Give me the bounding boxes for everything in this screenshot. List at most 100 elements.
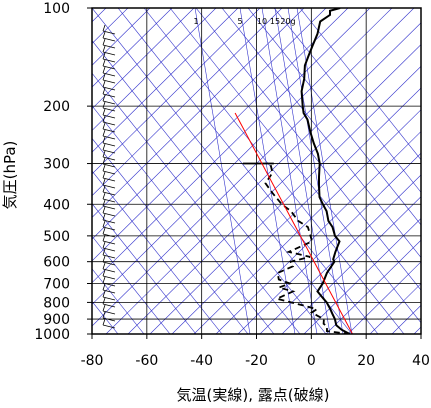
wind-barb-shaft — [102, 226, 116, 231]
wind-barb — [102, 157, 116, 168]
wind-barb-flag — [102, 185, 106, 193]
wind-barb — [102, 87, 116, 98]
isotherm-line — [92, 8, 371, 284]
wind-barb — [102, 311, 116, 322]
wind-barb — [102, 276, 116, 287]
wind-barb — [102, 129, 116, 140]
wind-barb-flag — [102, 73, 106, 81]
wind-barb-shaft — [102, 142, 116, 147]
wind-barb-flag — [102, 52, 106, 60]
wind-barb-flag — [102, 178, 106, 186]
x-tick-label: -80 — [81, 353, 104, 369]
x-tick-label: 0 — [307, 353, 316, 369]
y-tick-label: 300 — [43, 157, 70, 173]
wind-barb-shaft — [102, 219, 116, 224]
wind-barb-shaft — [102, 254, 116, 259]
wind-barb-flag — [102, 101, 106, 109]
wind-barb-shaft — [102, 310, 116, 315]
wind-barb-shaft — [102, 177, 116, 182]
dry-adiabat-line — [299, 8, 421, 161]
wind-barb — [102, 248, 116, 259]
wind-barb — [102, 24, 116, 35]
wind-barb — [102, 73, 116, 84]
wind-barb-shaft — [102, 191, 116, 196]
wind-barb-flag — [102, 234, 106, 242]
x-tick-label: -60 — [135, 353, 158, 369]
dry-adiabat-line — [92, 105, 275, 334]
wind-barb-shaft — [102, 100, 116, 105]
wind-barb-flag — [102, 297, 106, 305]
wind-barb-shaft — [102, 79, 116, 84]
wind-barb-flag — [102, 255, 106, 263]
wind-barb — [102, 185, 116, 196]
wind-barb — [102, 94, 116, 105]
wind-barb — [102, 171, 116, 182]
wind-barb-shaft — [102, 107, 116, 112]
y-tick-label: 700 — [43, 277, 70, 293]
wind-barb — [102, 59, 116, 70]
isotherm-line — [92, 8, 151, 66]
wind-barb — [102, 80, 116, 91]
wind-barb-shaft — [102, 163, 116, 168]
wind-barb-shaft — [102, 51, 116, 56]
wind-barb-shaft — [102, 233, 116, 238]
dry-adiabat-line — [273, 8, 421, 193]
wind-barb-shaft — [102, 128, 116, 133]
wind-barb-flag — [102, 59, 106, 67]
dry-adiabat-line — [117, 8, 379, 334]
wind-barb-flag — [102, 192, 106, 200]
wind-barb-flag — [102, 31, 106, 39]
wind-barb — [102, 115, 116, 126]
dry-adiabat-line — [92, 137, 249, 334]
y-tick-label: 900 — [43, 312, 70, 328]
wind-barb — [102, 241, 116, 252]
dry-adiabat-line — [92, 268, 145, 334]
wind-barb-shaft — [102, 296, 116, 301]
wind-barb-shaft — [102, 198, 116, 203]
x-tick-label: -40 — [190, 353, 213, 369]
wind-barb-flag — [102, 262, 106, 270]
wind-barb-flag — [102, 304, 106, 312]
isotherm-line — [92, 8, 217, 131]
dry-adiabat-line — [92, 203, 197, 334]
isotherm-line — [325, 239, 421, 334]
dry-adiabat-line — [169, 8, 421, 324]
wind-barb — [102, 290, 116, 301]
wind-barb-flag — [102, 318, 106, 326]
wind-barb — [102, 136, 116, 147]
wind-barb-shaft — [102, 317, 116, 322]
wind-barb-flag — [102, 227, 106, 235]
wind-barb-shaft — [102, 65, 116, 70]
isotherm-line — [303, 217, 421, 334]
wind-barb-flag — [102, 171, 106, 179]
dry-adiabat-line — [195, 8, 421, 291]
wind-barb-flag — [102, 164, 106, 172]
wind-barb — [102, 150, 116, 161]
wind-barb — [102, 45, 116, 56]
wind-barb-shaft — [102, 282, 116, 287]
wind-barb — [102, 234, 116, 245]
wind-barb-flag — [102, 24, 106, 32]
wind-barb-flag — [102, 136, 106, 144]
wind-barb-flag — [102, 108, 106, 116]
dewpoint-line — [242, 162, 350, 334]
isotherm-line — [127, 44, 421, 334]
isotherm-line — [193, 109, 421, 334]
isotherm-line — [92, 8, 283, 197]
wind-barb — [102, 318, 116, 329]
wind-barb-shaft — [102, 156, 116, 161]
dry-adiabat-line — [247, 8, 421, 226]
isotherm-line — [92, 8, 349, 262]
wind-barb-flag — [102, 66, 106, 74]
wind-barb-shaft — [102, 114, 116, 119]
mixing-ratio-labels: 1 5 10 15 20g — [193, 17, 295, 26]
wind-barb-shaft — [102, 44, 116, 49]
wind-barb — [102, 164, 116, 175]
isotherm-line — [171, 87, 421, 334]
dry-adiabat-line — [221, 8, 421, 258]
wind-barb-flag — [102, 115, 106, 123]
wind-barbs-layer — [102, 24, 116, 329]
mixing-ratio-label: 20g — [280, 17, 295, 26]
dry-adiabat-line — [143, 8, 405, 334]
